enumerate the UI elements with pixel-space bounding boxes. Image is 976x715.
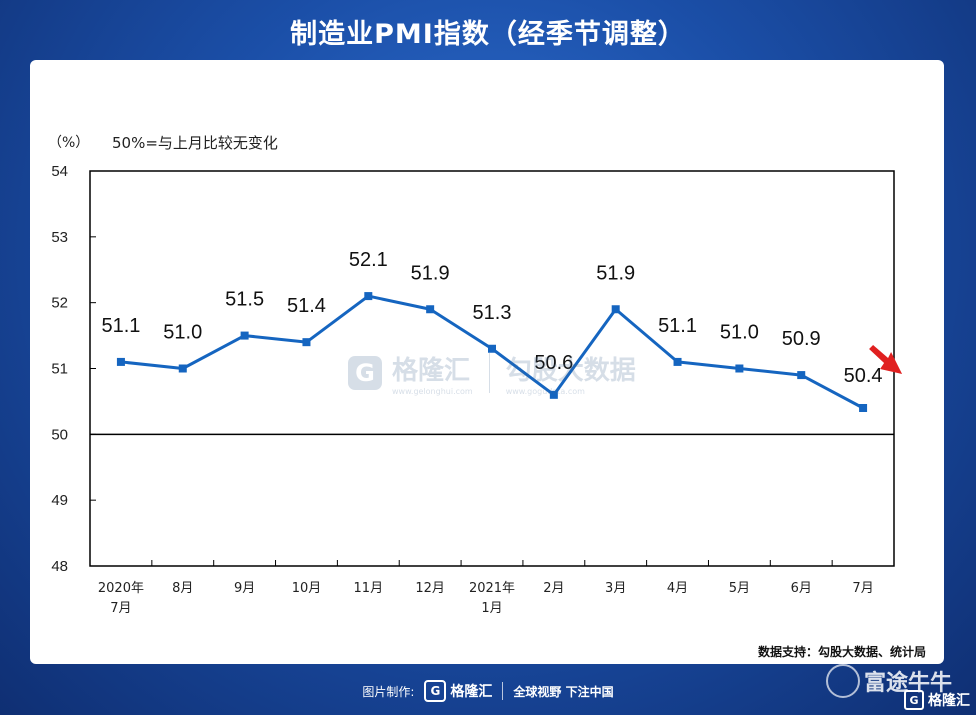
data-label: 51.9: [411, 262, 450, 284]
data-point: [549, 390, 558, 399]
data-label: 51.9: [596, 262, 635, 284]
x-tick-label: 3月: [605, 581, 626, 596]
reference-note: 50%=与上月比较无变化: [112, 134, 278, 152]
watermark-brand2: 勾股大数据: [505, 356, 636, 386]
data-label: 51.0: [720, 322, 759, 344]
data-point: [488, 344, 496, 353]
corner-sub-brand: G 格隆汇: [904, 690, 970, 710]
data-label: 51.0: [163, 322, 202, 344]
watermark-brand: 格隆汇: [392, 356, 471, 386]
data-point: [240, 331, 249, 340]
y-tick-label: 51: [51, 361, 68, 378]
x-tick-label: 9月: [234, 581, 255, 596]
line-chart: 48 49 50 51 52 53 54 2020年 7月 8月 9月 10月 11月 12月 2021年 1…: [51, 163, 903, 616]
footer-brand: 格隆汇: [450, 684, 493, 700]
footer-made-by: 图片制作:: [362, 684, 415, 699]
footer: 图片制作: G 格隆汇 全球视野 下注中国: [0, 678, 976, 704]
x-tick-label: 12月: [415, 581, 445, 596]
y-tick-label: 52: [51, 295, 68, 312]
data-label: 51.1: [101, 315, 140, 337]
x-tick-label: 2021年: [469, 581, 515, 596]
footer-divider: [502, 682, 504, 700]
red-arrow-icon: [869, 345, 903, 374]
data-point: [302, 338, 311, 347]
data-label: 50.6: [534, 352, 573, 374]
x-tick-label: 8月: [172, 581, 193, 596]
data-label: 52.1: [349, 249, 388, 271]
y-axis-unit: （%）: [48, 135, 90, 151]
footer-slogan: 全球视野 下注中国: [513, 684, 614, 699]
data-label: 50.4: [844, 365, 883, 387]
data-label: 51.1: [658, 315, 697, 337]
data-point: [735, 364, 744, 373]
data-point: [426, 305, 435, 314]
data-label: 51.5: [225, 289, 264, 311]
data-point: [364, 292, 373, 301]
x-tick-label: 4月: [667, 581, 688, 596]
x-tick-label: 7月: [110, 601, 131, 616]
y-tick-label: 53: [51, 229, 68, 246]
source-note: 数据支持：勾股大数据、统计局: [757, 645, 926, 659]
x-tick-label: 6月: [791, 581, 812, 596]
footer-logo: G 格隆汇: [424, 680, 492, 702]
watermark-divider: [488, 353, 490, 393]
data-point: [673, 357, 682, 366]
x-tick-label: 11月: [354, 581, 384, 596]
data-point: [859, 404, 868, 412]
bull-logo-icon: [825, 664, 860, 698]
corner-logo-icon: G: [904, 690, 924, 710]
data-label: 51.3: [473, 302, 512, 324]
data-point: [178, 364, 187, 373]
y-tick-label: 48: [51, 558, 68, 575]
watermark-brand2-sub: www.gogudata.com: [505, 387, 585, 396]
watermark: G 格隆汇 www.gelonghui.com 勾股大数据 www.goguda…: [348, 350, 636, 396]
chart-card: 48 49 50 51 52 53 54 2020年 7月 8月 9月 10月 11月 12月 2021年 1…: [30, 60, 944, 664]
data-point: [611, 305, 620, 314]
data-point: [116, 357, 125, 366]
y-tick-label: 49: [51, 492, 68, 509]
x-tick-label: 1月: [481, 601, 502, 616]
x-tick-label: 7月: [852, 581, 873, 596]
x-tick-label: 10月: [292, 581, 322, 596]
y-tick-label: 50: [51, 426, 68, 443]
chart-title: 制造业PMI指数（经季节调整）: [290, 19, 686, 50]
x-tick-label: 2月: [543, 581, 564, 596]
x-tick-label: 5月: [729, 581, 750, 596]
corner-sub-brand-text: 格隆汇: [928, 693, 970, 709]
x-tick-label: 2020年: [98, 581, 144, 596]
data-label: 51.4: [287, 295, 326, 317]
watermark-logo-icon: G: [348, 356, 382, 390]
data-point: [797, 371, 806, 380]
footer-logo-icon: G: [424, 680, 447, 702]
y-tick-label: 54: [51, 163, 68, 180]
watermark-brand-sub: www.gelonghui.com: [392, 387, 473, 396]
data-label: 50.9: [782, 328, 821, 350]
